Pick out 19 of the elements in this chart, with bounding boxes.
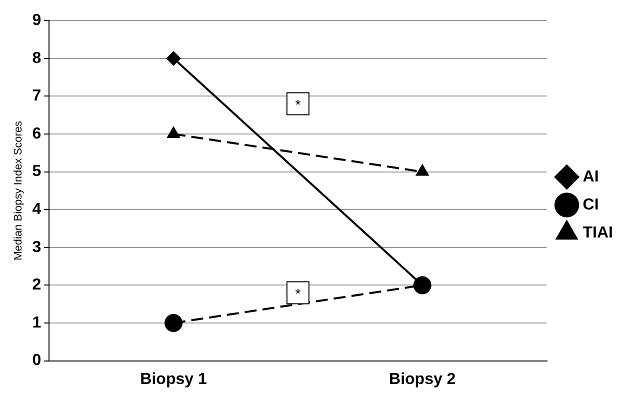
y-tick-label: 1 [32, 314, 42, 332]
y-tick-label: 9 [32, 12, 42, 30]
legend-label: CI [582, 196, 599, 214]
annotation: * [295, 286, 302, 302]
y-tick-label: 0 [32, 352, 42, 370]
x-tick-label: Biopsy 1 [140, 370, 207, 388]
x-tick-label: Biopsy 2 [389, 370, 456, 388]
y-tick-label: 8 [32, 50, 42, 67]
y-tick-label: 6 [32, 125, 42, 142]
y-tick-label: 4 [32, 201, 42, 218]
point [164, 314, 183, 332]
y-tick-label: 2 [32, 276, 42, 294]
y-axis-title: Median Biopsy Index Scores [12, 120, 25, 260]
legend-label: AI [582, 168, 599, 186]
y-tick-label: 7 [32, 88, 42, 105]
y-tick-label: 5 [32, 163, 42, 180]
annotation: * [295, 96, 302, 113]
legend-label: TIAI [582, 224, 613, 242]
y-tick-label: 3 [32, 238, 42, 256]
